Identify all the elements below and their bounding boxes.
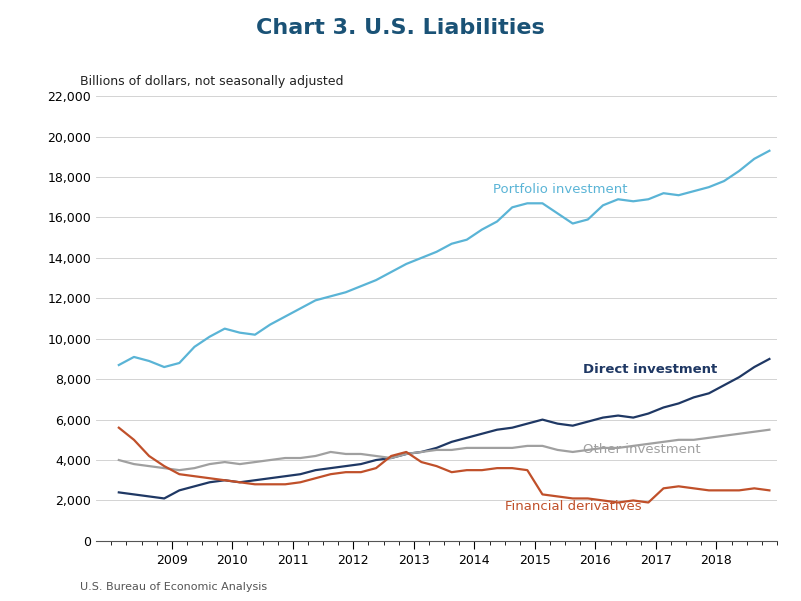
Text: Other investment: Other investment (583, 444, 701, 456)
Text: Portfolio investment: Portfolio investment (493, 183, 627, 196)
Text: Direct investment: Direct investment (583, 362, 718, 376)
Text: U.S. Bureau of Economic Analysis: U.S. Bureau of Economic Analysis (80, 582, 268, 592)
Text: Financial derivatives: Financial derivatives (505, 500, 642, 513)
Text: Billions of dollars, not seasonally adjusted: Billions of dollars, not seasonally adju… (80, 75, 344, 88)
Text: Chart 3. U.S. Liabilities: Chart 3. U.S. Liabilities (256, 18, 545, 38)
